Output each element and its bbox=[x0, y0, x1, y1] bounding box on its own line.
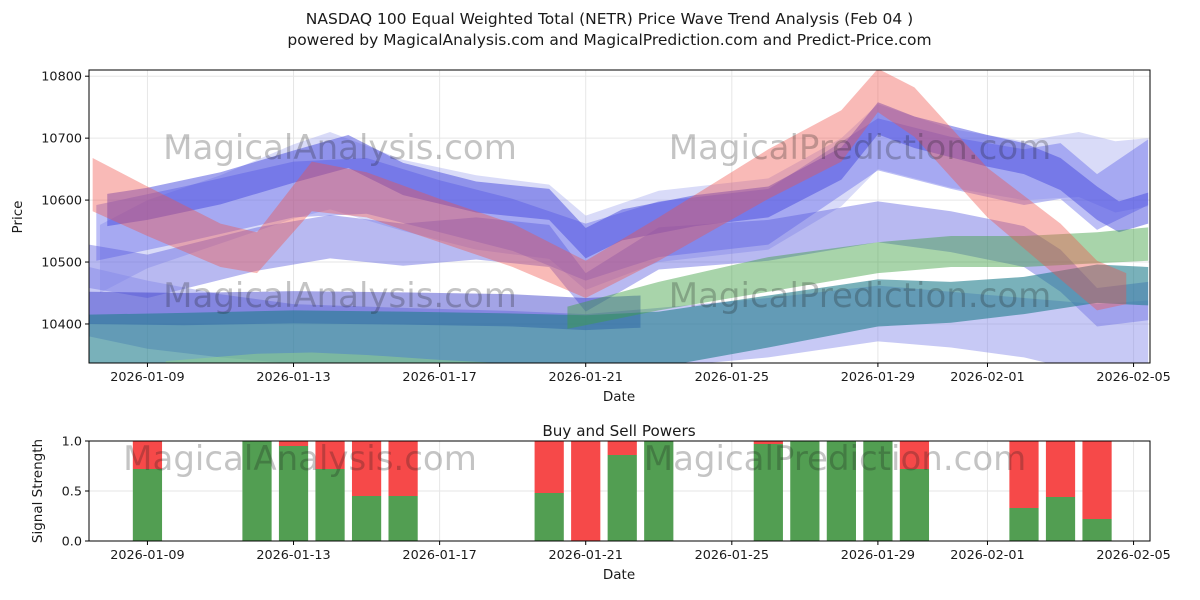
sell-bar-2026-02-04 bbox=[1082, 441, 1112, 519]
watermarks-bottom: MagicalAnalysis.com MagicalPrediction.com… bbox=[123, 439, 1200, 479]
buy-bar-2026-01-22 bbox=[607, 455, 637, 541]
watermarks-top: MagicalAnalysis.com MagicalPrediction.com… bbox=[163, 128, 1052, 316]
buy-bar-2026-01-23 bbox=[644, 441, 674, 541]
y-tick-label: 10800 bbox=[41, 70, 82, 85]
sell-bar-2026-01-20 bbox=[534, 441, 564, 493]
buy-bar-2026-01-27 bbox=[790, 441, 820, 541]
watermark-text: MagicalAnalysis.com bbox=[1183, 439, 1200, 479]
signal-chart-axes: 2026-01-09 2026-01-13 2026-01-17 2026-01-21… bbox=[30, 422, 1171, 583]
x-tick-label: 2026-02-05 bbox=[1096, 370, 1170, 385]
signal-strength-axis-label: Signal Strength bbox=[30, 439, 46, 543]
buy-bar-2026-01-13 bbox=[278, 446, 309, 541]
x-tick-label: 2026-01-25 bbox=[695, 548, 769, 563]
buy-bar-2026-01-30 bbox=[899, 469, 930, 541]
x-tick-label: 2026-01-17 bbox=[402, 370, 476, 385]
x-tick-label: 2026-01-21 bbox=[549, 370, 623, 385]
y-tick-label: 0.0 bbox=[62, 535, 82, 550]
band-green-band bbox=[567, 227, 1149, 329]
sell-bar-2026-01-26 bbox=[753, 441, 783, 444]
price-chart-frame bbox=[88, 69, 1151, 364]
buy-bar-2026-01-14 bbox=[315, 469, 345, 541]
buy-bar-2026-01-28 bbox=[826, 441, 856, 541]
watermark-text: MagicalAnalysis.com bbox=[123, 439, 477, 479]
band-teal-band bbox=[89, 264, 1149, 363]
buy-bar-2026-02-03 bbox=[1045, 497, 1076, 541]
sell-bar-2026-02-02 bbox=[1009, 441, 1039, 508]
buy-bar-2026-01-15 bbox=[351, 496, 382, 541]
y-tick-label: 10600 bbox=[41, 194, 82, 209]
x-tick-label: 2026-01-13 bbox=[256, 548, 330, 563]
band-upper-band-strong bbox=[107, 102, 1149, 259]
x-tick-label: 2026-01-09 bbox=[110, 548, 184, 563]
sell-bar-2026-01-16 bbox=[388, 441, 418, 496]
watermark-text: MagicalPrediction.com bbox=[669, 128, 1052, 168]
watermark-text: MagicalPrediction.com bbox=[669, 276, 1052, 316]
figure-title-line1: NASDAQ 100 Equal Weighted Total (NETR) P… bbox=[305, 10, 914, 28]
buy-bar-2026-01-29 bbox=[863, 441, 893, 541]
price-wave-bands bbox=[89, 70, 1149, 363]
price-chart-axes: 2026-01-09 2026-01-13 2026-01-17 2026-01-21… bbox=[10, 70, 1171, 405]
sell-bar-2026-02-03 bbox=[1045, 441, 1076, 497]
watermark-text: MagicalAnalysis.com bbox=[163, 128, 517, 168]
band-mid-band bbox=[89, 201, 1149, 327]
sell-bar-2026-01-15 bbox=[351, 441, 382, 496]
x-tick-label: 2026-01-29 bbox=[841, 548, 915, 563]
x-tick-label: 2026-01-21 bbox=[549, 548, 623, 563]
buy-bar-2026-01-09 bbox=[132, 469, 163, 541]
x-tick-label: 2026-02-01 bbox=[950, 370, 1024, 385]
y-tick-label: 1.0 bbox=[62, 435, 82, 450]
buy-bar-2026-02-02 bbox=[1009, 508, 1039, 541]
date-axis-label-bottom: Date bbox=[603, 567, 635, 583]
x-tick-label: 2026-01-13 bbox=[256, 370, 330, 385]
sell-bar-2026-01-21 bbox=[571, 441, 601, 541]
signal-chart-title: Buy and Sell Powers bbox=[542, 422, 695, 440]
sell-bar-2026-01-14 bbox=[315, 441, 345, 469]
sell-bar-2026-01-13 bbox=[278, 441, 309, 446]
x-tick-label: 2026-01-25 bbox=[695, 370, 769, 385]
x-tick-label: 2026-01-29 bbox=[841, 370, 915, 385]
watermark-text: MagicalAnalysis.com bbox=[163, 276, 517, 316]
x-tick-label: 2026-02-01 bbox=[950, 548, 1024, 563]
buy-bar-2026-01-16 bbox=[388, 496, 418, 541]
figure-title: NASDAQ 100 Equal Weighted Total (NETR) P… bbox=[0, 9, 1200, 51]
band-red-band bbox=[92, 70, 1127, 311]
sell-bar-2026-01-09 bbox=[132, 441, 163, 469]
x-tick-label: 2026-02-05 bbox=[1096, 548, 1170, 563]
buy-bar-2026-01-26 bbox=[753, 444, 783, 541]
sell-bar-2026-01-22 bbox=[607, 441, 637, 455]
buy-bar-2026-02-04 bbox=[1082, 519, 1112, 541]
x-tick-label: 2026-01-17 bbox=[402, 548, 476, 563]
figure-title-line2: powered by MagicalAnalysis.com and Magic… bbox=[287, 31, 932, 49]
y-tick-label: 10700 bbox=[41, 132, 82, 147]
date-axis-label-top: Date bbox=[603, 389, 635, 405]
y-tick-label: 10400 bbox=[41, 317, 82, 332]
sell-bar-2026-01-30 bbox=[899, 441, 930, 469]
watermark-text: MagicalPrediction.com bbox=[644, 439, 1027, 479]
x-tick-label: 2026-01-09 bbox=[110, 370, 184, 385]
y-tick-label: 10500 bbox=[41, 256, 82, 271]
buy-bar-2026-01-12 bbox=[242, 441, 272, 541]
buy-bar-2026-01-20 bbox=[534, 493, 564, 541]
price-axis-label: Price bbox=[10, 201, 26, 234]
band-green-left-sliver bbox=[165, 352, 501, 363]
buy-sell-bars bbox=[132, 441, 1112, 541]
y-tick-label: 0.5 bbox=[62, 485, 82, 500]
